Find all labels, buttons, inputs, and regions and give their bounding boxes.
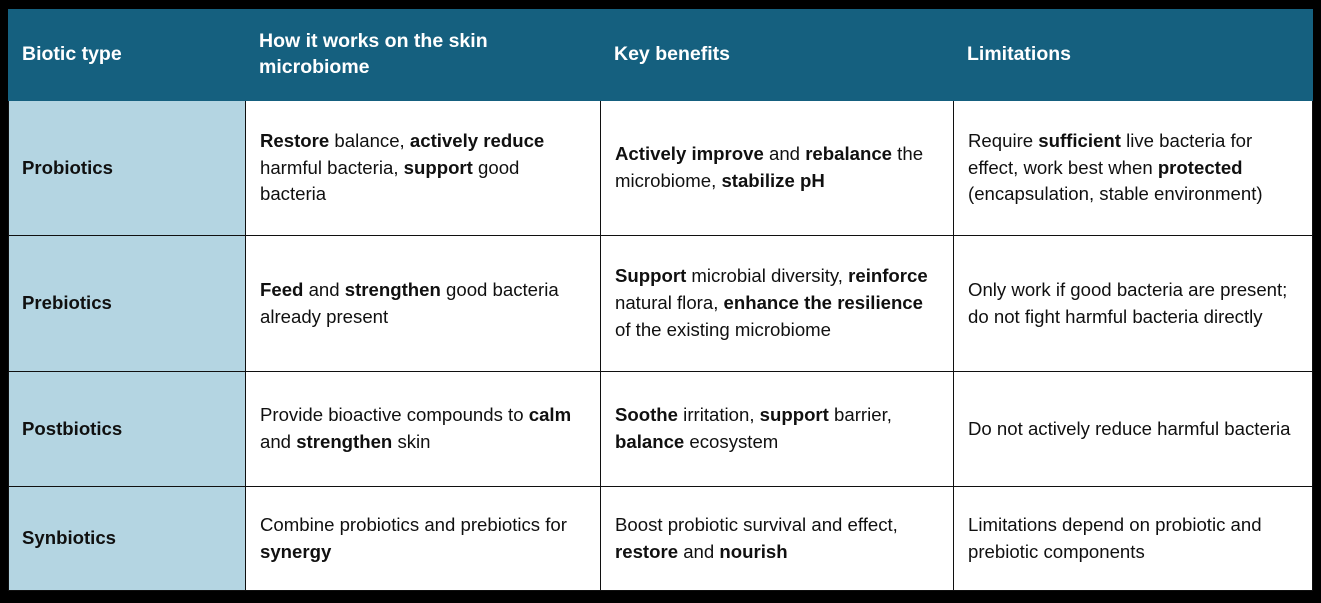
cell-key-benefits: Support microbial diversity, reinforce n… bbox=[600, 235, 954, 372]
table-row: Probiotics Restore balance, actively redu… bbox=[8, 100, 1313, 236]
cell-key-benefits-text: Soothe irritation, support barrier, bala… bbox=[615, 404, 892, 452]
cell-biotic-type: Prebiotics bbox=[8, 235, 246, 372]
cell-limitations: Only work if good bacteria are present; … bbox=[953, 235, 1313, 372]
cell-biotic-type: Postbiotics bbox=[8, 371, 246, 487]
cell-biotic-type: Synbiotics bbox=[8, 486, 246, 591]
column-header-key-benefits: Key benefits bbox=[600, 9, 954, 101]
table-row: Prebiotics Feed and strengthen good bacte… bbox=[8, 235, 1313, 372]
cell-how-it-works-text: Combine probiotics and prebiotics for sy… bbox=[260, 513, 567, 562]
cell-limitations: Do not actively reduce harmful bacteria bbox=[953, 371, 1313, 487]
table-row: Synbiotics Combine probiotics and prebiot… bbox=[8, 486, 1313, 591]
cell-limitations-text: Require sufficient live bacteria for eff… bbox=[968, 129, 1263, 205]
cell-how-it-works-text: Provide bioactive compounds to calm and … bbox=[260, 404, 572, 452]
cell-limitations-text: Do not actively reduce harmful bacteria bbox=[968, 417, 1291, 439]
table-header: Biotic type How it works on the skin mic… bbox=[8, 9, 1313, 101]
column-header-how-it-works: How it works on the skin microbiome bbox=[245, 9, 601, 101]
cell-how-it-works: Feed and strengthen good bacteria alread… bbox=[245, 235, 601, 372]
cell-key-benefits-text: Boost probiotic survival and effect, res… bbox=[615, 513, 898, 562]
cell-how-it-works: Provide bioactive compounds to calm and … bbox=[245, 371, 601, 487]
header-row: Biotic type How it works on the skin mic… bbox=[8, 9, 1313, 101]
cell-key-benefits-text: Actively improve and rebalance the micro… bbox=[615, 143, 924, 191]
cell-biotic-type: Probiotics bbox=[8, 100, 246, 236]
cell-key-benefits: Actively improve and rebalance the micro… bbox=[600, 100, 954, 236]
cell-key-benefits-text: Support microbial diversity, reinforce n… bbox=[615, 265, 928, 340]
cell-how-it-works-text: Feed and strengthen good bacteria alread… bbox=[260, 278, 559, 327]
cell-how-it-works-text: Restore balance, actively reduce harmful… bbox=[260, 129, 545, 205]
cell-limitations: Limitations depend on probiotic and preb… bbox=[953, 486, 1313, 591]
column-header-limitations: Limitations bbox=[953, 9, 1313, 101]
cell-limitations-text: Only work if good bacteria are present; … bbox=[968, 278, 1288, 327]
cell-how-it-works: Restore balance, actively reduce harmful… bbox=[245, 100, 601, 236]
cell-key-benefits: Soothe irritation, support barrier, bala… bbox=[600, 371, 954, 487]
table-body: Probiotics Restore balance, actively redu… bbox=[8, 100, 1313, 591]
cell-how-it-works: Combine probiotics and prebiotics for sy… bbox=[245, 486, 601, 591]
cell-limitations-text: Limitations depend on probiotic and preb… bbox=[968, 513, 1262, 562]
biotic-comparison-table: Biotic type How it works on the skin mic… bbox=[8, 9, 1313, 591]
table-frame: Biotic type How it works on the skin mic… bbox=[8, 9, 1313, 591]
table-row: Postbiotics Provide bioactive compounds t… bbox=[8, 371, 1313, 487]
column-header-biotic-type: Biotic type bbox=[8, 9, 246, 101]
cell-key-benefits: Boost probiotic survival and effect, res… bbox=[600, 486, 954, 591]
cell-limitations: Require sufficient live bacteria for eff… bbox=[953, 100, 1313, 236]
